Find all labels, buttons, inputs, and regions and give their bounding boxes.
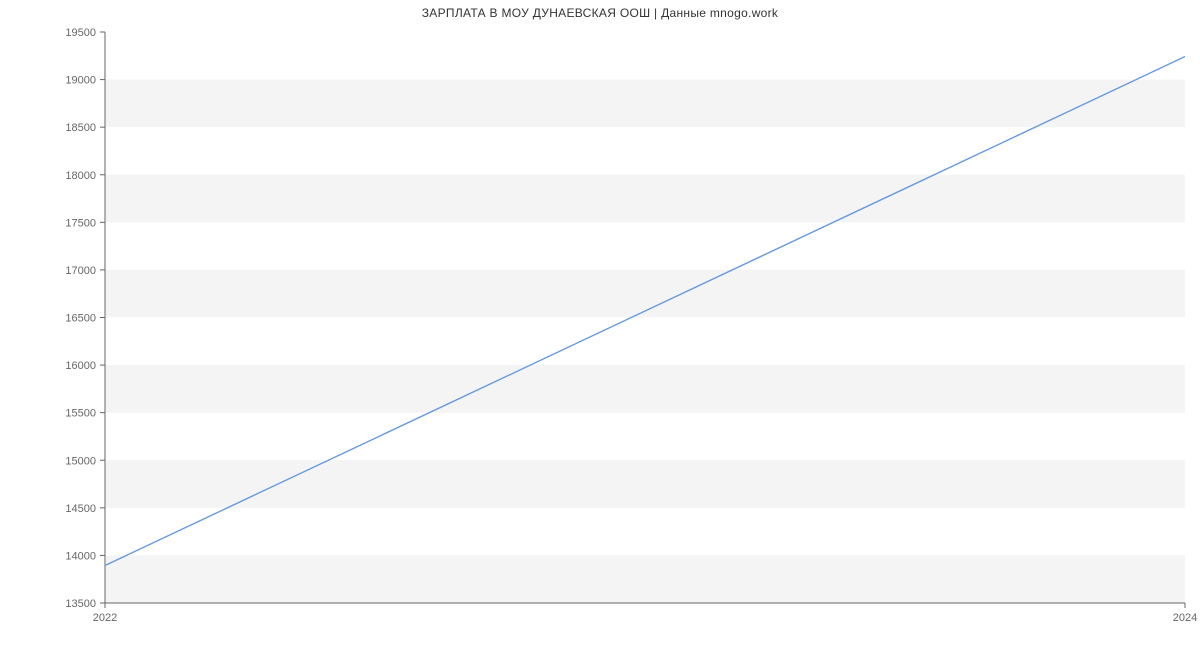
y-tick-label: 18000	[65, 170, 96, 182]
y-tick-label: 14000	[65, 550, 96, 562]
y-tick-label: 16000	[65, 360, 96, 372]
y-tick-label: 19000	[65, 75, 96, 87]
grid-band	[105, 175, 1185, 223]
y-tick-label: 16500	[65, 313, 96, 325]
grid-band	[105, 365, 1185, 413]
y-tick-label: 19500	[65, 27, 96, 39]
line-chart: 13500 14000 14500 15000 15500 16000 16500 17000…	[0, 0, 1200, 650]
y-tick-label: 18500	[65, 122, 96, 134]
y-tick-label: 14500	[65, 503, 96, 515]
y-tick-label: 17500	[65, 217, 96, 229]
y-tick-label: 17000	[65, 265, 96, 277]
x-tick-label: 2022	[93, 612, 117, 624]
x-tick-label: 2024	[1173, 612, 1197, 624]
y-tick-label: 15000	[65, 455, 96, 467]
grid-band	[105, 460, 1185, 508]
grid-band	[105, 555, 1185, 603]
y-tick-label: 13500	[65, 598, 96, 610]
grid-band	[105, 80, 1185, 128]
y-tick-label: 15500	[65, 408, 96, 420]
